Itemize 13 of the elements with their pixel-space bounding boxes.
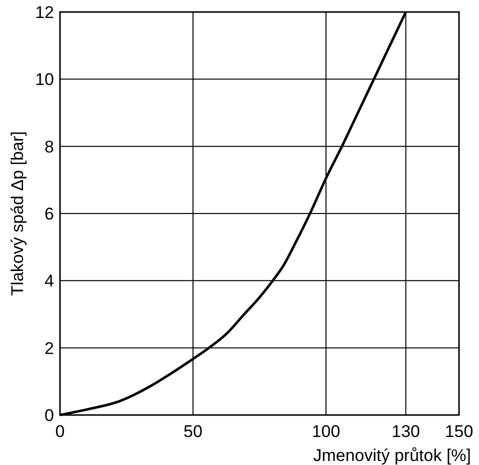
x-tick-label: 130 — [392, 422, 420, 441]
y-tick-label: 2 — [44, 338, 54, 358]
y-tick-label: 8 — [44, 137, 54, 156]
y-tick-label: 4 — [44, 272, 54, 291]
x-axis-title: Jmenovitý průtok [%] — [313, 446, 471, 465]
y-tick-label: 10 — [35, 70, 54, 90]
y-tick-label: 12 — [35, 3, 54, 22]
x-tick-label: 100 — [312, 422, 340, 441]
x-tick-label: 150 — [444, 422, 474, 441]
x-tick-label: 50 — [184, 422, 202, 441]
y-tick-label: 0 — [44, 406, 54, 425]
y-axis-title: Tlakový spád Δp [bar] — [8, 131, 27, 296]
y-tick-label: 6 — [44, 204, 54, 224]
